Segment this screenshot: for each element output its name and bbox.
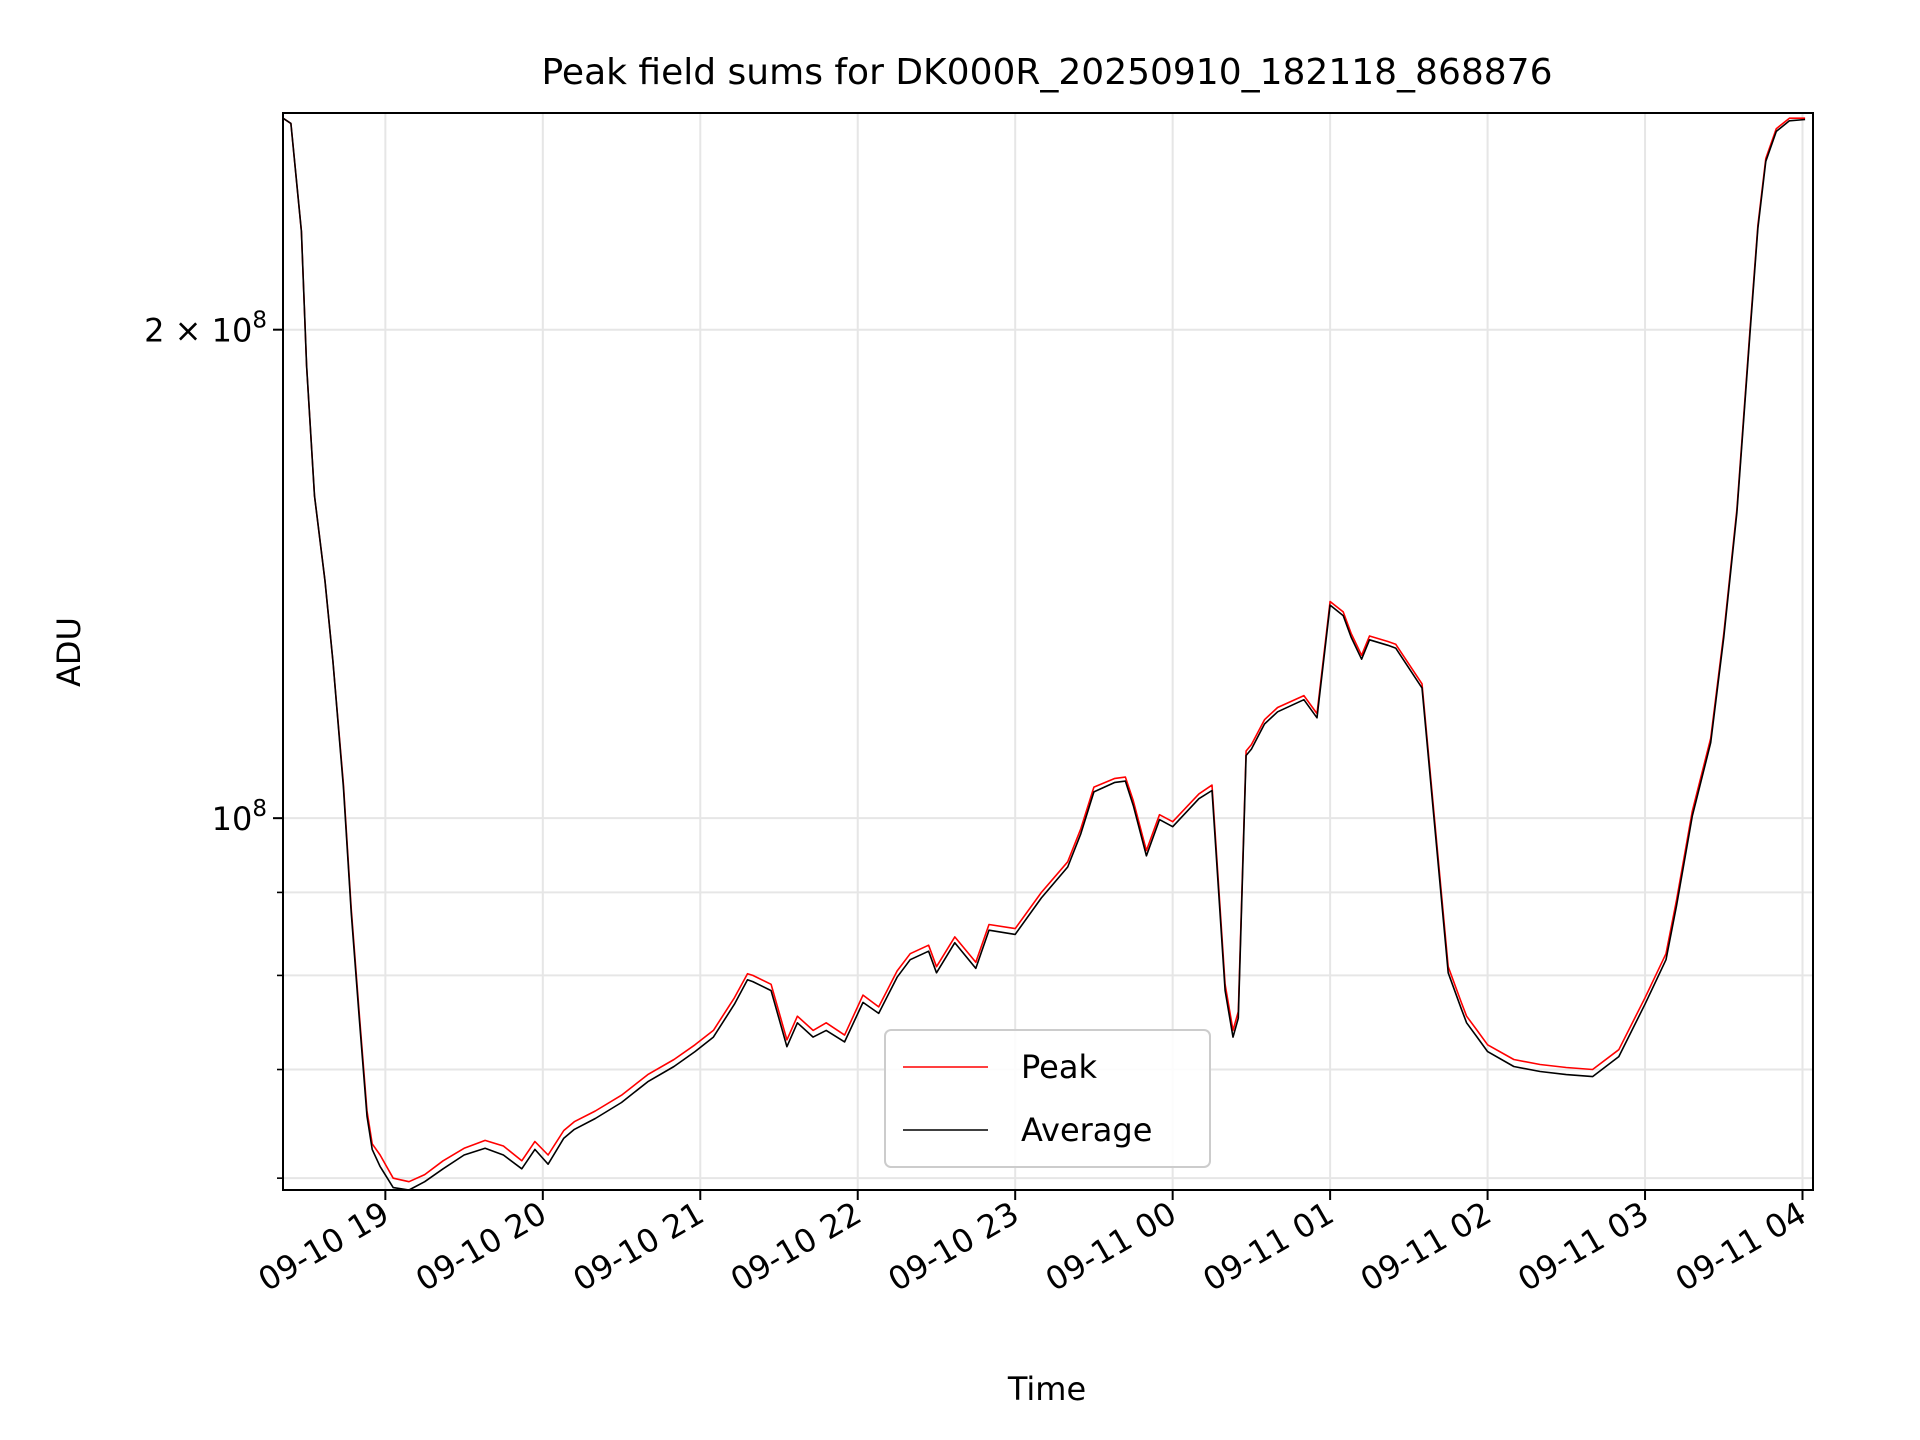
legend: Peak Average (884, 1029, 1211, 1168)
chart-title: Peak field sums for DK000R_20250910_1821… (542, 52, 1553, 93)
x-axis-label: Time (1007, 1370, 1086, 1408)
legend-box (884, 1029, 1211, 1168)
series-layer (282, 117, 1806, 1191)
y-tick-label: 2 × 108 (144, 308, 267, 350)
y-axis-label: ADU (50, 617, 88, 687)
legend-label-average: Average (1021, 1111, 1152, 1149)
series-line-peak (282, 117, 1806, 1183)
series-line-average (282, 117, 1806, 1191)
y-axis-ticks: 2 × 108 108 (144, 308, 283, 1179)
legend-label-peak: Peak (1021, 1048, 1097, 1086)
y-tick-label: 108 (212, 796, 267, 838)
plot-frame (282, 112, 1814, 1191)
